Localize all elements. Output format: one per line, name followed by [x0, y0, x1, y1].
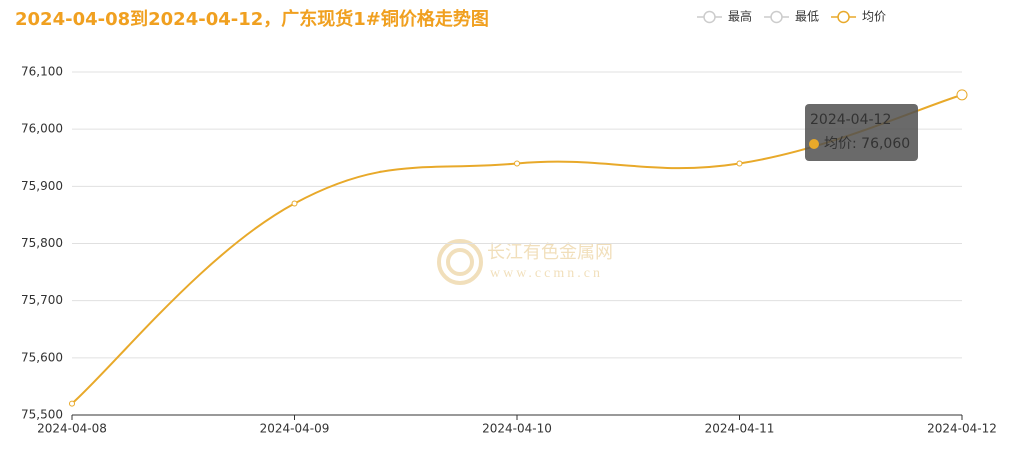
tooltip-text: 均价: 76,060 [824, 136, 910, 152]
legend-icon [837, 10, 850, 24]
point [736, 160, 743, 167]
legend-item[interactable]: 均价 [831, 10, 886, 24]
tooltip-box [805, 104, 918, 161]
y-tick-label: 75,600 [21, 350, 63, 364]
watermark-name: 长江有色金属网 [487, 242, 613, 263]
legend-icon [703, 10, 716, 24]
x-tick-label: 2024-04-09 [260, 422, 330, 436]
point [956, 89, 968, 101]
x-tick-label: 2024-04-10 [482, 422, 552, 436]
watermark-logo-inner [446, 248, 474, 276]
legend-label: 最低 [795, 10, 819, 24]
y-tick-label: 75,800 [21, 236, 63, 250]
x-tick-label: 2024-04-12 [927, 422, 997, 436]
x-tick-label: 2024-04-08 [37, 422, 107, 436]
point [514, 160, 520, 167]
y-tick-label: 75,700 [21, 293, 63, 307]
legend-label: 均价 [862, 10, 886, 24]
y-tick-label: 75,500 [21, 408, 63, 422]
chart-title: 2024-04-08到2024-04-12，广东现货1#铜价格走势图 [15, 8, 489, 30]
y-tick-label: 75,900 [21, 179, 63, 193]
tooltip-dot [809, 139, 819, 149]
y-tick-label: 76,100 [21, 65, 63, 79]
y-tick-label: 76,000 [21, 122, 63, 136]
legend-icon [770, 10, 783, 24]
watermark: 长江有色金属网 www.ccmn.cn [437, 239, 613, 285]
point [69, 400, 75, 407]
point [291, 200, 298, 207]
watermark-url: www.ccmn.cn [490, 266, 603, 281]
legend-item[interactable]: 最高 [697, 9, 752, 24]
legend-item[interactable]: 最低 [764, 10, 819, 24]
legend-label: 最高 [728, 9, 752, 24]
tooltip-title: 2024-04-12 [810, 112, 891, 128]
legend: 最高 最低 均价 [697, 9, 886, 24]
tooltip: 2024-04-12 均价: 76,060 [805, 104, 918, 161]
watermark-logo [437, 239, 483, 285]
x-tick-label: 2024-04-11 [705, 422, 775, 436]
